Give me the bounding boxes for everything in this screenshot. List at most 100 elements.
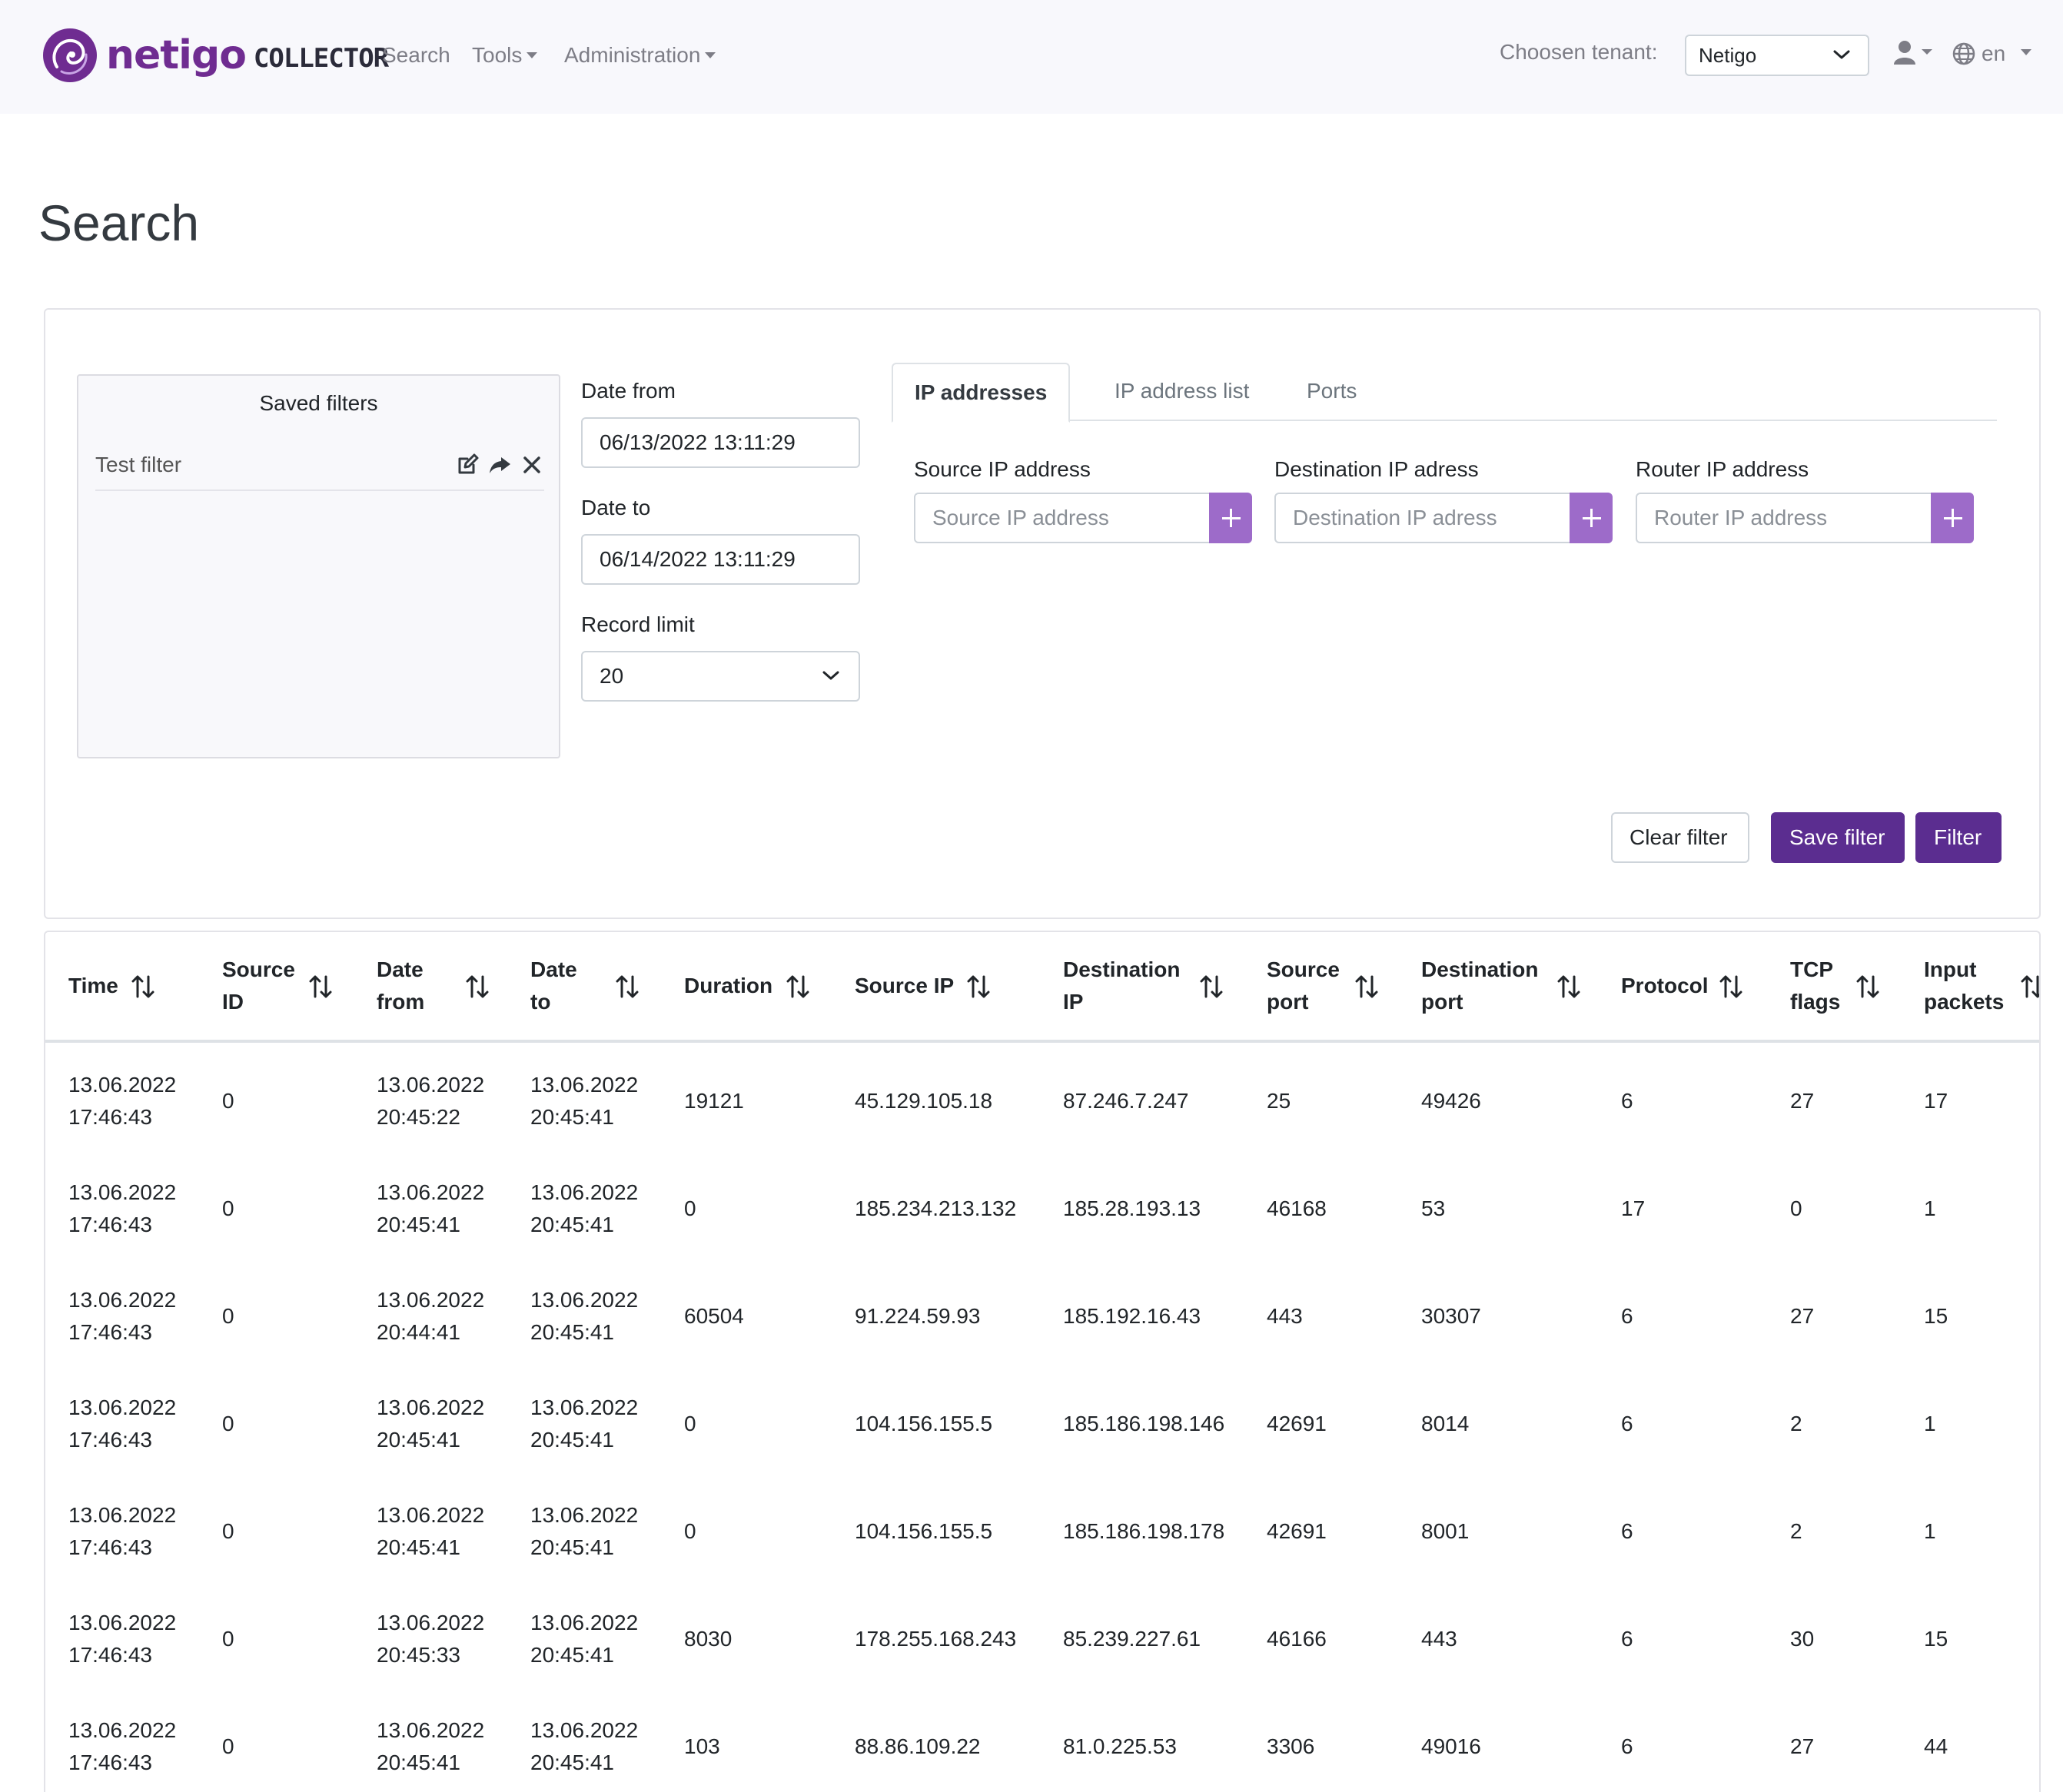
- saved-filter-item[interactable]: Test filter: [95, 446, 544, 491]
- router-ip-label: Router IP address: [1636, 457, 1809, 481]
- sort-icon[interactable]: [1719, 974, 1742, 1000]
- sort-icon[interactable]: [1355, 974, 1378, 1000]
- destination-ip-input[interactable]: Destination IP adress: [1274, 493, 1571, 543]
- cell-source-id: 0: [222, 1627, 234, 1651]
- cell-tcp-flags: 2: [1790, 1519, 1802, 1543]
- cell-source-port: 42691: [1267, 1519, 1327, 1543]
- sort-icon[interactable]: [1557, 974, 1580, 1000]
- saved-filters-title: Saved filters: [259, 391, 378, 415]
- caret-down-icon: [2021, 49, 2032, 55]
- sort-icon[interactable]: [967, 974, 990, 1000]
- router-ip-input[interactable]: Router IP address: [1636, 493, 1932, 543]
- cell-source-id: 0: [222, 1519, 234, 1543]
- cell-protocol: 6: [1621, 1089, 1633, 1113]
- column-header-tcp-flags[interactable]: TCP flags: [1790, 954, 1840, 1018]
- table-row[interactable]: 13.06.2022 17:46:43 0 13.06.2022 20:44:41 13.…: [45, 1263, 2039, 1370]
- cell-source-ip: 45.129.105.18: [855, 1089, 993, 1113]
- column-header-label: flags: [1790, 990, 1841, 1014]
- table-row[interactable]: 13.06.2022 17:46:43 0 13.06.2022 20:45:33 13.…: [45, 1585, 2039, 1693]
- cell-tcp-flags: 27: [1790, 1304, 1815, 1328]
- cell-source-port: 42691: [1267, 1412, 1327, 1435]
- language-menu[interactable]: en: [1952, 38, 2037, 69]
- cell-input-packets: 1: [1924, 1196, 1936, 1220]
- sort-icon[interactable]: [466, 974, 489, 1000]
- add-source-ip-button[interactable]: [1209, 493, 1252, 543]
- column-header-source-port[interactable]: Source port: [1267, 954, 1340, 1018]
- column-header-input-packets[interactable]: Input packets: [1924, 954, 2004, 1018]
- cell-source-id: 0: [222, 1089, 234, 1113]
- cell-line: 13.06.2022: [377, 1395, 485, 1419]
- column-header-label: Source: [222, 957, 295, 981]
- add-destination-ip-button[interactable]: [1570, 493, 1613, 543]
- column-header-source-id[interactable]: Source ID: [222, 954, 295, 1018]
- cell-duration: 0: [684, 1196, 696, 1220]
- cell-date-to: 13.06.2022 20:45:41: [530, 1392, 638, 1456]
- table-row[interactable]: 13.06.2022 17:46:43 0 13.06.2022 20:45:22 13.…: [45, 1047, 2039, 1155]
- date-to-input[interactable]: 06/14/2022 13:11:29: [581, 534, 860, 585]
- date-from-input[interactable]: 06/13/2022 13:11:29: [581, 417, 860, 468]
- tenant-select[interactable]: Netigo: [1685, 35, 1869, 76]
- sort-icon[interactable]: [616, 974, 639, 1000]
- cell-line: 20:45:41: [530, 1320, 614, 1344]
- sort-icon[interactable]: [131, 974, 154, 1000]
- nav-administration-dropdown[interactable]: Administration: [564, 40, 716, 71]
- column-header-source-ip[interactable]: Source IP: [855, 970, 954, 1002]
- sort-icon[interactable]: [1856, 974, 1879, 1000]
- tab-ports[interactable]: Ports: [1307, 379, 1357, 403]
- cell-line: 13.06.2022: [68, 1503, 177, 1527]
- edit-icon[interactable]: [455, 453, 480, 477]
- add-router-ip-button[interactable]: [1931, 493, 1974, 543]
- tab-ip-address-list[interactable]: IP address list: [1115, 379, 1250, 403]
- cell-destination-port: 8014: [1421, 1412, 1470, 1435]
- cell-input-packets: 44: [1924, 1734, 1948, 1758]
- saved-filters-panel: Saved filters Test filter: [77, 374, 560, 758]
- cell-time: 13.06.2022 17:46:43: [68, 1607, 176, 1671]
- cell-line: 13.06.2022: [377, 1180, 485, 1204]
- cell-line: 17:46:43: [68, 1643, 152, 1667]
- column-header-date-from[interactable]: Date from: [377, 954, 424, 1018]
- column-header-date-to[interactable]: Date to: [530, 954, 577, 1018]
- cell-time: 13.06.2022 17:46:43: [68, 1284, 176, 1349]
- sort-icon[interactable]: [2021, 974, 2039, 1000]
- cell-protocol: 6: [1621, 1627, 1633, 1651]
- filter-button[interactable]: Filter: [1915, 812, 2002, 863]
- table-row[interactable]: 13.06.2022 17:46:43 0 13.06.2022 20:45:41 13.…: [45, 1478, 2039, 1585]
- cell-source-ip: 178.255.168.243: [855, 1627, 1017, 1651]
- column-header-destination-port[interactable]: Destination port: [1421, 954, 1538, 1018]
- sort-icon[interactable]: [1200, 974, 1223, 1000]
- cell-line: 20:45:41: [377, 1213, 460, 1236]
- cell-date-from: 13.06.2022 20:45:33: [377, 1607, 484, 1671]
- record-limit-select[interactable]: 20: [581, 651, 860, 702]
- nav-tools-dropdown[interactable]: Tools: [472, 40, 538, 71]
- column-header-label: Date: [530, 957, 577, 981]
- user-menu[interactable]: [1892, 38, 1935, 69]
- table-row[interactable]: 13.06.2022 17:46:43 0 13.06.2022 20:45:41 13.…: [45, 1693, 2039, 1792]
- close-icon[interactable]: [520, 453, 544, 477]
- column-header-destination-ip[interactable]: Destination IP: [1063, 954, 1180, 1018]
- brand-logo[interactable]: netigo COLLECTOR: [42, 26, 389, 85]
- cell-destination-ip: 81.0.225.53: [1063, 1734, 1177, 1758]
- tab-ip-addresses[interactable]: IP addresses: [892, 363, 1071, 423]
- column-header-label: Destination: [1421, 957, 1539, 981]
- cell-destination-ip: 185.186.198.146: [1063, 1412, 1225, 1435]
- share-icon[interactable]: [487, 453, 512, 477]
- tenant-value: Netigo: [1699, 44, 1757, 67]
- sort-icon[interactable]: [309, 974, 332, 1000]
- table-row[interactable]: 13.06.2022 17:46:43 0 13.06.2022 20:45:41 13.…: [45, 1155, 2039, 1263]
- cell-duration: 0: [684, 1519, 696, 1543]
- cell-date-to: 13.06.2022 20:45:41: [530, 1176, 638, 1241]
- table-row[interactable]: 13.06.2022 17:46:43 0 13.06.2022 20:45:41 13.…: [45, 1370, 2039, 1478]
- cell-source-port: 46166: [1267, 1627, 1327, 1651]
- column-header-duration[interactable]: Duration: [684, 970, 772, 1002]
- nav-search[interactable]: Search: [382, 43, 450, 67]
- column-header-time[interactable]: Time: [68, 970, 118, 1002]
- column-header-protocol[interactable]: Protocol: [1621, 970, 1709, 1002]
- table-header: Time Source ID Date from Date to Duration Source…: [45, 932, 2039, 1043]
- sort-icon[interactable]: [786, 974, 809, 1000]
- cell-tcp-flags: 27: [1790, 1734, 1815, 1758]
- source-ip-input[interactable]: Source IP address: [914, 493, 1211, 543]
- save-filter-button[interactable]: Save filter: [1771, 812, 1905, 863]
- caret-down-icon: [705, 51, 716, 58]
- clear-filter-button[interactable]: Clear filter: [1611, 812, 1749, 863]
- cell-date-to: 13.06.2022 20:45:41: [530, 1069, 638, 1133]
